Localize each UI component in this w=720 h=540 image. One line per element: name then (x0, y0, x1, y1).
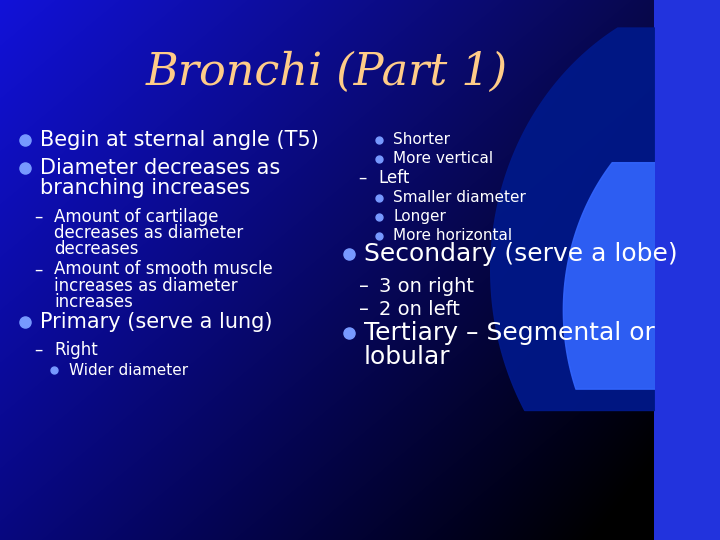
Text: 3 on right: 3 on right (379, 277, 474, 296)
Text: –: – (35, 341, 43, 359)
Text: Amount of smooth muscle: Amount of smooth muscle (55, 260, 273, 278)
Text: Left: Left (379, 168, 410, 187)
Text: Primary (serve a lung): Primary (serve a lung) (40, 312, 272, 332)
Text: lobular: lobular (364, 345, 451, 369)
Text: –: – (35, 260, 43, 278)
Text: branching increases: branching increases (40, 179, 250, 199)
Text: Amount of cartilage: Amount of cartilage (55, 208, 219, 226)
Text: decreases as diameter: decreases as diameter (55, 224, 243, 242)
Text: Tertiary – Segmental or: Tertiary – Segmental or (364, 321, 655, 345)
Text: –: – (35, 208, 43, 226)
Text: Longer: Longer (393, 209, 446, 224)
Text: Bronchi (Part 1): Bronchi (Part 1) (145, 50, 508, 93)
Text: More horizontal: More horizontal (393, 228, 512, 243)
Text: –: – (359, 300, 369, 319)
Text: More vertical: More vertical (393, 151, 493, 166)
Text: Diameter decreases as: Diameter decreases as (40, 158, 280, 178)
Text: increases as diameter: increases as diameter (55, 276, 238, 294)
Text: –: – (359, 168, 367, 187)
Text: 2 on left: 2 on left (379, 300, 459, 319)
Text: Secondary (serve a lobe): Secondary (serve a lobe) (364, 242, 678, 266)
Text: –: – (359, 277, 369, 296)
Text: Smaller diameter: Smaller diameter (393, 191, 526, 205)
Text: decreases: decreases (55, 240, 139, 258)
Text: Shorter: Shorter (393, 132, 450, 147)
Text: Wider diameter: Wider diameter (69, 363, 188, 378)
Text: Begin at sternal angle (T5): Begin at sternal angle (T5) (40, 130, 319, 150)
Text: Right: Right (55, 341, 98, 359)
Text: increases: increases (55, 293, 133, 310)
